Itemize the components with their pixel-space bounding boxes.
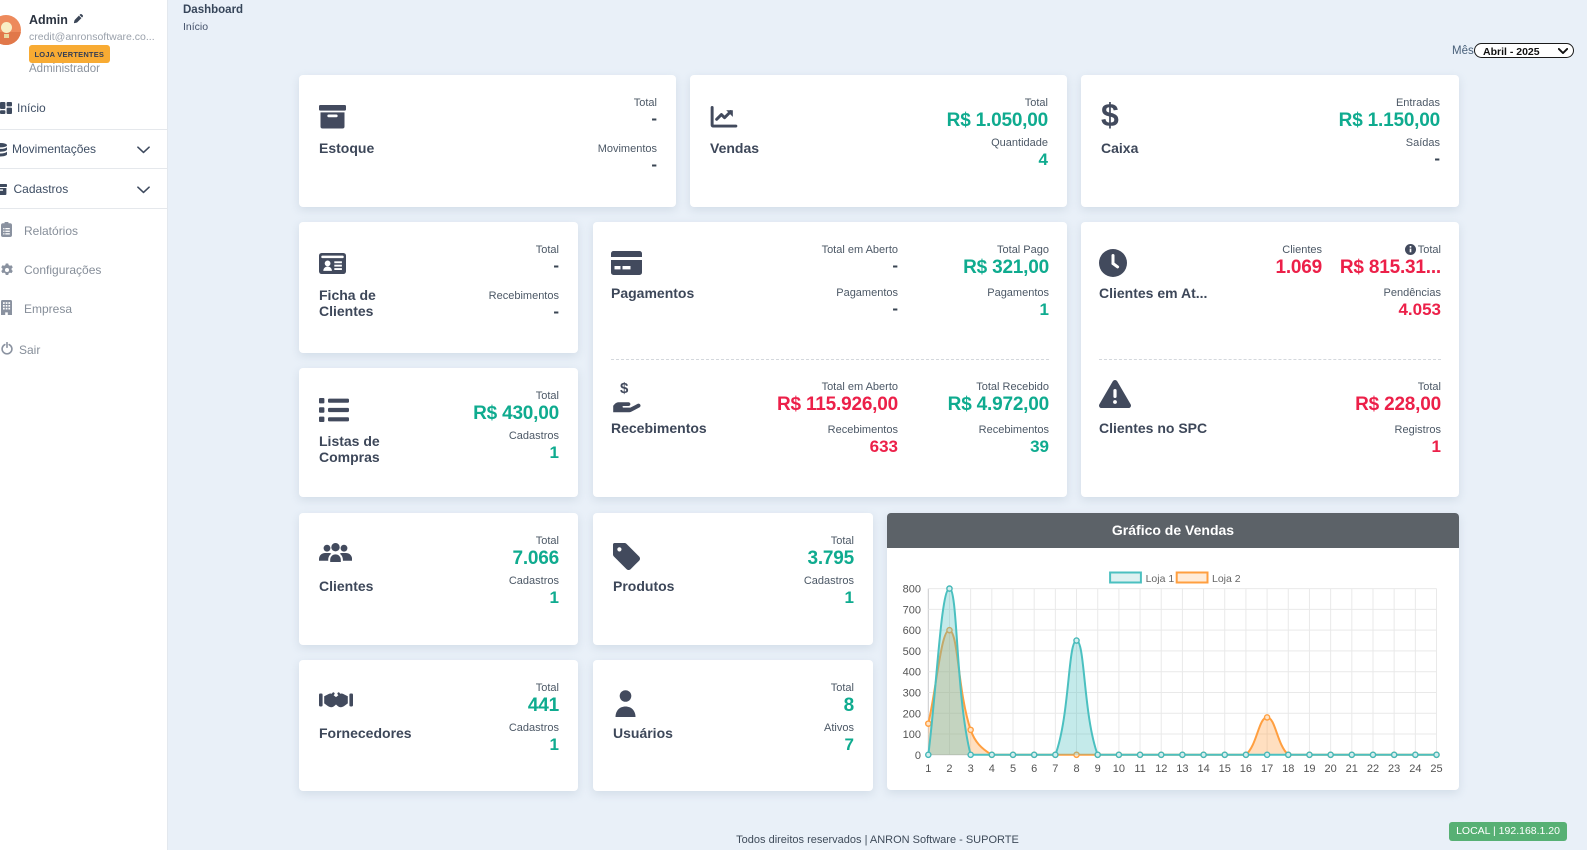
svg-text:$: $	[620, 381, 629, 397]
svg-text:3: 3	[968, 763, 974, 775]
svg-text:9: 9	[1095, 763, 1101, 775]
svg-text:1: 1	[925, 763, 931, 775]
svg-text:10: 10	[1113, 763, 1125, 775]
svg-text:Loja 2: Loja 2	[1212, 573, 1241, 585]
svg-text:24: 24	[1409, 763, 1421, 775]
svg-text:300: 300	[903, 687, 921, 699]
svg-text:8: 8	[1073, 763, 1079, 775]
svg-text:22: 22	[1367, 763, 1379, 775]
svg-text:20: 20	[1324, 763, 1336, 775]
svg-text:12: 12	[1155, 763, 1167, 775]
svg-text:Loja 1: Loja 1	[1146, 573, 1175, 585]
svg-text:100: 100	[903, 729, 921, 741]
svg-text:19: 19	[1303, 763, 1315, 775]
svg-text:13: 13	[1176, 763, 1188, 775]
svg-text:17: 17	[1261, 763, 1273, 775]
svg-text:600: 600	[903, 625, 921, 637]
svg-text:0: 0	[915, 750, 921, 762]
svg-text:21: 21	[1346, 763, 1358, 775]
svg-text:6: 6	[1031, 763, 1037, 775]
svg-text:11: 11	[1134, 763, 1145, 775]
svg-text:25: 25	[1430, 763, 1442, 775]
svg-text:15: 15	[1219, 763, 1231, 775]
svg-text:7: 7	[1052, 763, 1058, 775]
svg-text:200: 200	[903, 708, 921, 720]
svg-text:2: 2	[946, 763, 952, 775]
svg-text:14: 14	[1197, 763, 1209, 775]
svg-text:700: 700	[903, 604, 921, 616]
svg-text:500: 500	[903, 646, 921, 658]
svg-text:23: 23	[1388, 763, 1400, 775]
svg-text:5: 5	[1010, 763, 1016, 775]
svg-text:800: 800	[903, 584, 921, 596]
svg-text:400: 400	[903, 667, 921, 679]
svg-text:4: 4	[989, 763, 995, 775]
svg-text:18: 18	[1282, 763, 1294, 775]
svg-text:16: 16	[1240, 763, 1252, 775]
